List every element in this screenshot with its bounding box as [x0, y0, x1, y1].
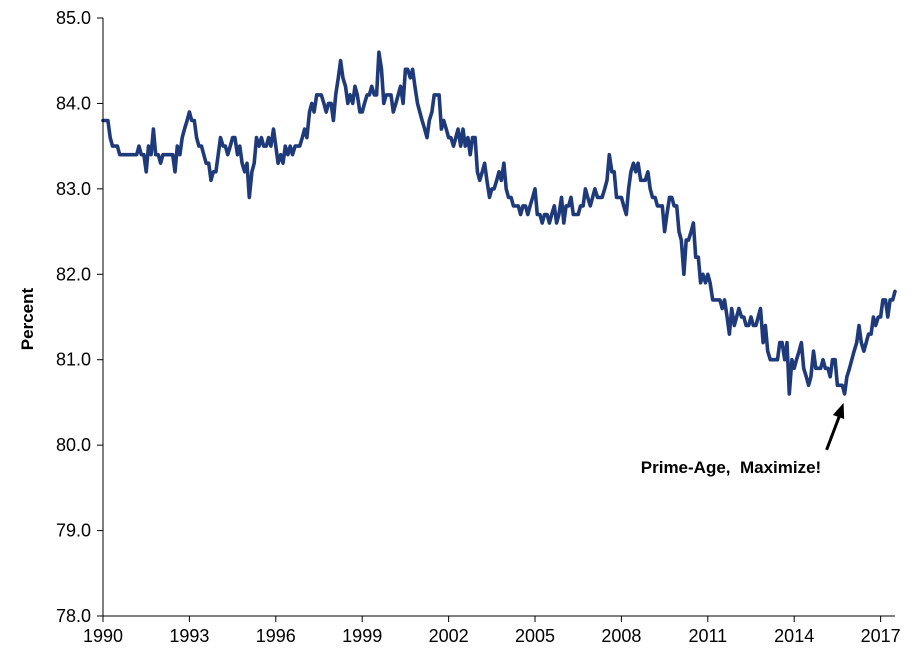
y-tick-label: 85.0 [56, 8, 91, 28]
y-tick-label: 83.0 [56, 179, 91, 199]
y-tick-label: 79.0 [56, 521, 91, 541]
annotation-label: Prime-Age, Maximize! [641, 458, 821, 477]
x-tick-label: 1993 [169, 626, 209, 646]
y-tick-label: 78.0 [56, 606, 91, 626]
x-tick-label: 1996 [256, 626, 296, 646]
y-axis-ticks: 78.0 79.0 80.0 81.0 82.0 83.0 84.0 85.0 [56, 8, 103, 626]
y-tick-label: 80.0 [56, 435, 91, 455]
x-tick-label: 1999 [342, 626, 382, 646]
x-tick-label: 2002 [429, 626, 469, 646]
x-tick-label: 2014 [774, 626, 814, 646]
x-tick-label: 2011 [688, 626, 727, 646]
y-tick-label: 84.0 [56, 93, 91, 113]
annotation-arrow [825, 412, 843, 451]
y-tick-label: 81.0 [56, 350, 91, 370]
y-axis-title: Percent [18, 287, 37, 350]
x-axis-ticks: 1990 1993 1996 1999 2002 2005 2008 2011 2014 2017 [83, 616, 901, 646]
x-tick-label: 1990 [83, 626, 123, 646]
x-tick-label: 2017 [861, 626, 901, 646]
annotation: Prime-Age, Maximize! [641, 402, 845, 477]
annotation-arrowhead [832, 402, 845, 420]
series-line [101, 50, 897, 396]
x-tick-label: 2005 [515, 626, 555, 646]
x-tick-label: 2008 [601, 626, 641, 646]
y-tick-label: 82.0 [56, 264, 91, 284]
